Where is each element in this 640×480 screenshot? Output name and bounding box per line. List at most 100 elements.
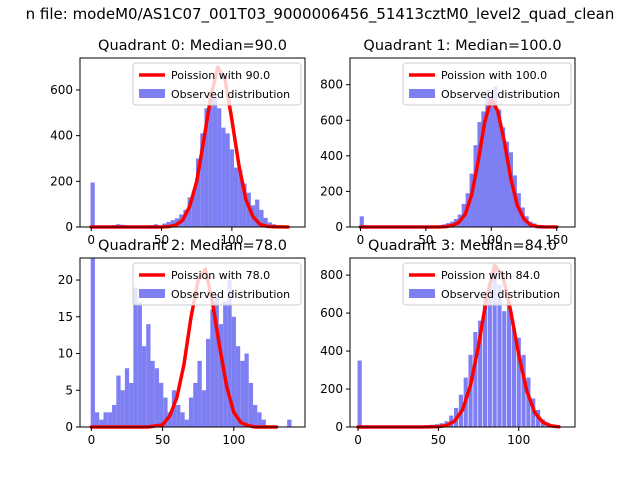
quadrant-title: Quadrant 2: Median=78.0	[98, 238, 287, 254]
histogram-bar	[197, 360, 202, 427]
histogram-bar	[244, 353, 249, 427]
legend-label-hist: Observed distribution	[171, 88, 290, 101]
histogram-bar	[146, 324, 151, 427]
y-tick-label: 20	[58, 273, 73, 287]
x-tick-label: 100	[220, 233, 243, 247]
legend-label-curve: Poission with 90.0	[171, 69, 270, 82]
histogram-bar	[473, 145, 478, 227]
x-tick-label: 50	[431, 433, 446, 447]
histogram-bar	[208, 94, 213, 227]
histogram-bar	[481, 111, 486, 227]
histogram-bar	[235, 346, 241, 427]
histogram-bar	[188, 397, 194, 427]
y-tick-label: 200	[320, 184, 343, 198]
histogram-bar	[221, 127, 226, 227]
x-tick-label: 0	[354, 433, 362, 447]
histogram-bar	[99, 419, 104, 427]
histogram-bar	[163, 397, 168, 427]
y-tick-label: 600	[50, 83, 73, 97]
histogram-bar	[253, 404, 258, 427]
histogram-bar	[473, 332, 478, 427]
legend-label-curve: Poission with 100.0	[441, 69, 547, 82]
histogram-bar	[191, 191, 197, 227]
histogram-bar	[159, 382, 164, 427]
histogram-bar	[103, 412, 108, 427]
histogram-bar	[180, 412, 185, 427]
histogram-bar	[359, 216, 364, 227]
legend-label-hist: Observed distribution	[441, 88, 560, 101]
histogram-bar	[261, 419, 266, 427]
histogram-bar	[500, 127, 506, 227]
legend-box	[402, 262, 572, 306]
histogram-bar	[129, 382, 134, 427]
histogram-bar	[526, 377, 531, 427]
histogram-bar	[493, 86, 498, 228]
legend-label-hist: Observed distribution	[171, 288, 290, 301]
axes-frame	[79, 57, 306, 228]
histogram-bar	[210, 309, 215, 427]
histogram-bar	[166, 221, 171, 227]
histogram-bar	[485, 90, 490, 228]
histogram-bar	[133, 287, 138, 427]
histogram-bar	[212, 96, 218, 227]
histogram-bar	[508, 152, 513, 227]
histogram-bar	[248, 382, 254, 427]
y-tick-label: 600	[320, 306, 343, 320]
x-tick-label: 0	[88, 433, 96, 447]
histogram-bar	[204, 108, 209, 227]
histogram-bar	[489, 102, 494, 227]
histogram-bar	[240, 360, 245, 427]
y-tick-label: 800	[320, 268, 343, 282]
legend-label-hist: Observed distribution	[441, 288, 560, 301]
histogram-bar	[468, 354, 473, 427]
histogram-bar	[187, 197, 192, 227]
quadrant-3-axes: 0 50 100 0 200 400 600 800 Quadrant 3: Median=84…	[320, 238, 576, 447]
histogram-bar	[497, 284, 502, 427]
legend: Poission with 90.0 Observed distribution	[132, 62, 302, 106]
histogram-bar	[492, 263, 497, 427]
histogram-bar	[357, 360, 362, 427]
x-tick-label: 150	[545, 233, 568, 247]
histogram-bar	[170, 220, 175, 227]
histogram-bar	[206, 338, 211, 427]
histogram-bar	[94, 412, 100, 427]
histogram-bar	[200, 133, 205, 227]
legend-box	[402, 62, 572, 106]
y-tick-label: 400	[320, 344, 343, 358]
quadrant-title: Quadrant 0: Median=90.0	[98, 38, 287, 54]
axes-frame	[79, 257, 306, 428]
y-tick-label: 15	[58, 310, 73, 324]
histogram-bar	[287, 419, 292, 427]
histogram-bar	[259, 209, 264, 227]
axes-frame	[349, 257, 576, 428]
histogram-bar	[263, 217, 268, 227]
figure-title: n file: modeM0/AS1C07_001T03_9000006456_…	[26, 5, 615, 24]
histogram-bar	[257, 412, 262, 427]
axes-frame	[349, 57, 576, 228]
legend-hist-swatch	[139, 89, 165, 98]
histogram-bar	[201, 390, 207, 427]
y-tick-label: 0	[335, 220, 343, 234]
histogram-bar	[218, 324, 224, 427]
y-tick-label: 0	[335, 420, 343, 434]
histogram-bar	[487, 282, 492, 427]
histogram-bar	[267, 222, 272, 227]
histogram-bar	[223, 302, 228, 427]
histogram-bar	[217, 108, 222, 227]
y-tick-label: 200	[320, 382, 343, 396]
histogram-bar	[477, 122, 482, 227]
histogram-bar	[497, 109, 502, 227]
histogram-bar	[154, 368, 160, 427]
histogram-bar	[482, 297, 488, 427]
legend-label-curve: Poission with 84.0	[441, 269, 540, 282]
legend-hist-swatch	[139, 289, 165, 298]
histogram-bar	[112, 404, 117, 427]
histogram-bar	[214, 294, 219, 427]
y-tick-label: 10	[58, 347, 73, 361]
y-tick-label: 400	[50, 129, 73, 143]
histogram-bar	[90, 182, 95, 227]
histogram-bar	[176, 404, 181, 427]
histogram-bar	[478, 320, 483, 427]
x-tick-label: 50	[155, 433, 170, 447]
poisson-curve	[358, 97, 559, 229]
